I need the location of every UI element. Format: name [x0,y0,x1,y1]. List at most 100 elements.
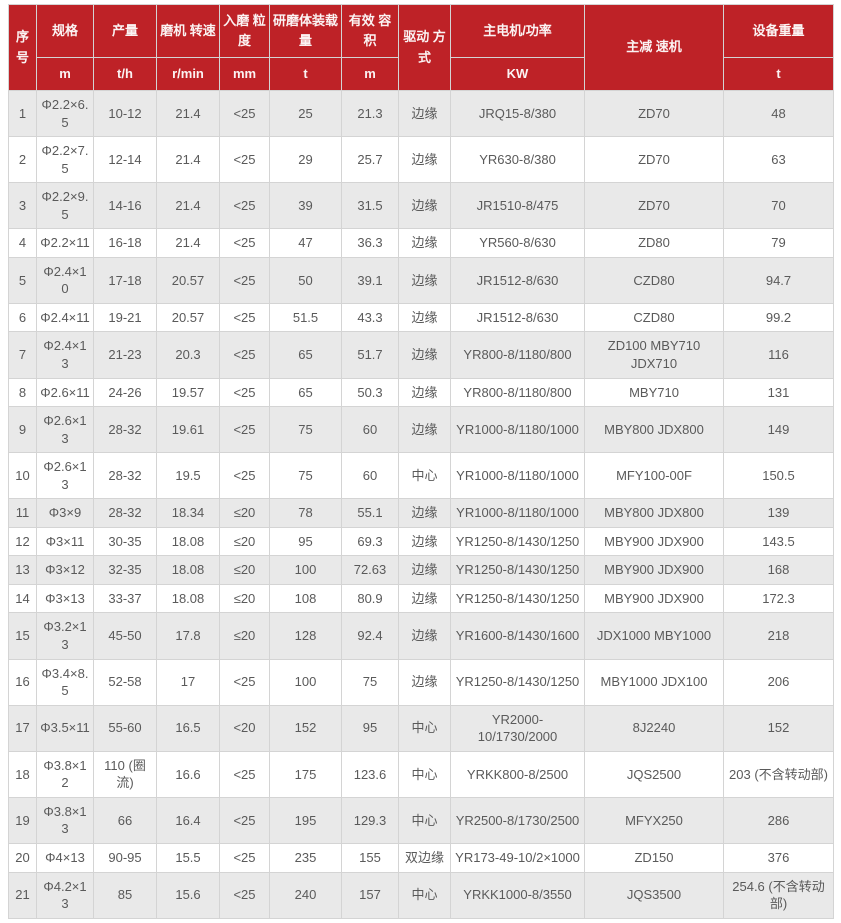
cell-motor: YR2500-8/1730/2500 [450,796,585,844]
cell-volume: 72.63 [341,555,399,585]
cell-output: 28-32 [93,452,157,500]
cell-reducer: MBY900 JDX900 [584,583,724,614]
cell-reducer: JQS3500 [584,871,724,919]
cell-output: 33-37 [93,583,157,614]
cell-volume: 39.1 [341,256,399,304]
col-unit-weight: t [723,57,834,91]
cell-motor: YRKK1000-8/3550 [450,871,585,919]
cell-output: 66 [93,796,157,844]
header-row-units: m t/h r/min mm t m KW t [9,57,834,91]
cell-no: 10 [8,452,37,500]
cell-media: 75 [269,452,342,500]
cell-drive: 边缘 [398,89,451,138]
cell-no: 6 [8,302,37,333]
cell-drive: 边缘 [398,498,451,528]
cell-weight: 218 [723,612,834,660]
cell-no: 3 [8,182,37,230]
cell-volume: 50.3 [341,377,399,408]
cell-drive: 边缘 [398,302,451,333]
cell-volume: 69.3 [341,526,399,557]
cell-weight: 206 [723,658,834,706]
cell-drive: 边缘 [398,612,451,660]
cell-no: 19 [8,796,37,844]
cell-no: 13 [8,555,37,585]
cell-no: 2 [8,136,37,184]
cell-motor: YR1000-8/1180/1000 [450,452,585,500]
cell-output: 110 (圈流) [93,750,157,798]
table-row: 4 Φ2.2×11 16-18 21.4 <25 47 36.3 边缘 YR560-8/630 Z… [8,228,834,258]
cell-media: 39 [269,182,342,230]
cell-drive: 中心 [398,871,451,919]
cell-output: 19-21 [93,302,157,333]
cell-spec: Φ2.6×11 [36,377,94,408]
table-row: 2 Φ2.2×7.5 12-14 21.4 <25 29 25.7 边缘 YR630-8/380… [8,136,834,184]
cell-output: 28-32 [93,406,157,454]
cell-reducer: ZD70 [584,136,724,184]
cell-feed: <25 [219,796,270,844]
table-row: 15 Φ3.2×13 45-50 17.8 ≤20 128 92.4 边缘 YR1600-8/1… [8,612,834,660]
cell-motor: YR800-8/1180/800 [450,331,585,379]
col-header-drive: 驱动 方式 [398,4,451,91]
cell-feed: ≤20 [219,555,270,585]
cell-drive: 边缘 [398,136,451,184]
cell-reducer: ZD70 [584,182,724,230]
cell-motor: YR1250-8/1430/1250 [450,555,585,585]
cell-output: 90-95 [93,842,157,873]
cell-speed: 16.5 [156,704,220,752]
cell-drive: 中心 [398,796,451,844]
cell-motor: YR1000-8/1180/1000 [450,406,585,454]
cell-output: 17-18 [93,256,157,304]
cell-spec: Φ2.2×7.5 [36,136,94,184]
cell-spec: Φ2.6×13 [36,452,94,500]
cell-weight: 116 [723,331,834,379]
table-row: 12 Φ3×11 30-35 18.08 ≤20 95 69.3 边缘 YR1250-8/143… [8,526,834,557]
table-row: 13 Φ3×12 32-35 18.08 ≤20 100 72.63 边缘 YR1250-8/1… [8,555,834,585]
col-header-output: 产量 [93,4,157,58]
col-header-media-load: 研磨体装载量 [269,4,342,58]
cell-no: 4 [8,228,37,258]
cell-reducer: MBY710 [584,377,724,408]
col-unit-volume: m [341,57,399,91]
col-header-motor: 主电机/功率 [450,4,585,58]
cell-weight: 286 [723,796,834,844]
cell-no: 8 [8,377,37,408]
cell-weight: 99.2 [723,302,834,333]
col-unit-motor: KW [450,57,585,91]
table-row: 20 Φ4×13 90-95 15.5 <25 235 155 双边缘 YR173-49-10/… [8,842,834,873]
cell-no: 9 [8,406,37,454]
cell-drive: 中心 [398,452,451,500]
cell-no: 12 [8,526,37,557]
cell-output: 16-18 [93,228,157,258]
cell-weight: 376 [723,842,834,873]
col-unit-spec: m [36,57,94,91]
col-header-speed: 磨机 转速 [156,4,220,58]
cell-output: 55-60 [93,704,157,752]
cell-feed: <25 [219,750,270,798]
cell-media: 100 [269,555,342,585]
table-header: 序号 规格 产量 磨机 转速 入磨 粒度 研磨体装载量 有效 容积 驱动 方式 … [8,4,834,91]
cell-media: 175 [269,750,342,798]
cell-reducer: ZD70 [584,89,724,138]
cell-feed: <25 [219,406,270,454]
cell-no: 7 [8,331,37,379]
cell-feed: <25 [219,256,270,304]
cell-output: 52-58 [93,658,157,706]
cell-no: 21 [8,871,37,919]
cell-drive: 边缘 [398,406,451,454]
cell-spec: Φ2.4×13 [36,331,94,379]
cell-volume: 55.1 [341,498,399,528]
cell-weight: 131 [723,377,834,408]
cell-weight: 94.7 [723,256,834,304]
cell-weight: 150.5 [723,452,834,500]
cell-media: 51.5 [269,302,342,333]
cell-feed: <20 [219,704,270,752]
table-row: 19 Φ3.8×13 66 16.4 <25 195 129.3 中心 YR2500-8/173… [8,796,834,844]
cell-speed: 18.34 [156,498,220,528]
cell-feed: <25 [219,89,270,138]
cell-motor: YR630-8/380 [450,136,585,184]
cell-feed: <25 [219,136,270,184]
cell-speed: 15.6 [156,871,220,919]
col-header-reducer: 主减 速机 [584,4,724,91]
table-row: 3 Φ2.2×9.5 14-16 21.4 <25 39 31.5 边缘 JR1510-8/47… [8,182,834,230]
